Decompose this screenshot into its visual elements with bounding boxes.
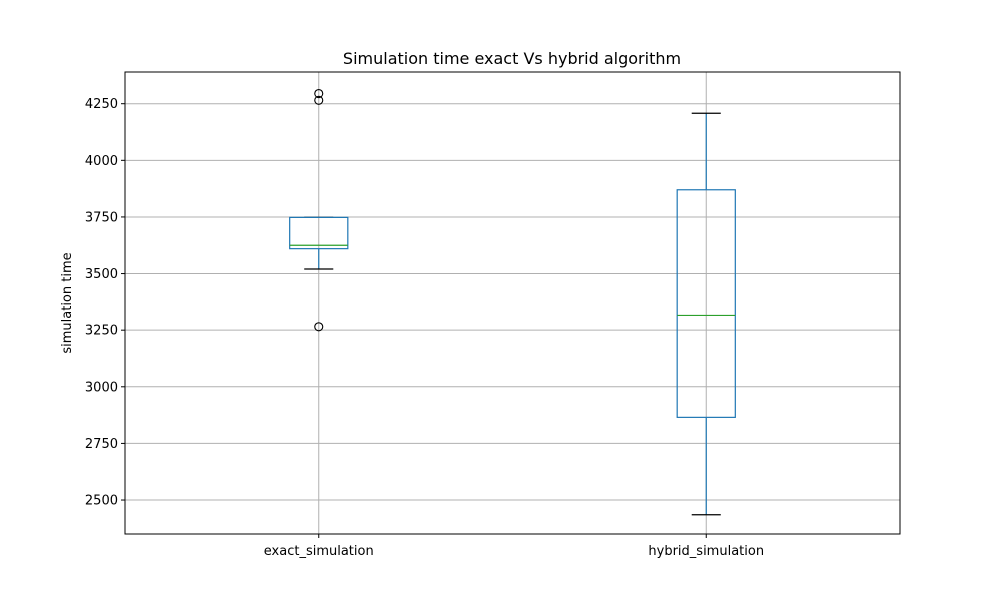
- chart-title: Simulation time exact Vs hybrid algorith…: [343, 49, 681, 68]
- y-tick-label: 3500: [85, 267, 118, 282]
- outlier-point: [314, 322, 324, 332]
- y-tick-label: 2750: [85, 437, 118, 452]
- y-tick-label: 4250: [85, 97, 118, 112]
- y-tick-label: 4000: [85, 154, 118, 169]
- plot-frame: [124, 71, 901, 535]
- y-tick-label: 3750: [85, 210, 118, 225]
- y-axis-label: simulation time: [60, 252, 75, 353]
- y-tick-label: 3000: [85, 380, 118, 395]
- box-group-hybrid_simulation: [676, 112, 736, 516]
- outlier-point: [314, 95, 324, 105]
- x-tick-label: hybrid_simulation: [648, 544, 764, 559]
- y-tick-label: 3250: [85, 324, 118, 339]
- grid-lines: [125, 72, 900, 534]
- box-group-exact_simulation: [289, 88, 349, 332]
- x-tick-label: exact_simulation: [264, 544, 374, 559]
- y-tick-label: 2500: [85, 494, 118, 509]
- iqr-box: [289, 216, 349, 250]
- outlier-point: [314, 88, 324, 99]
- box-series: [289, 88, 736, 516]
- iqr-box: [676, 189, 736, 418]
- axis-ticks: 2500 2750 3000 3250 3500 3750 4000 4250 exact_si…: [85, 97, 764, 559]
